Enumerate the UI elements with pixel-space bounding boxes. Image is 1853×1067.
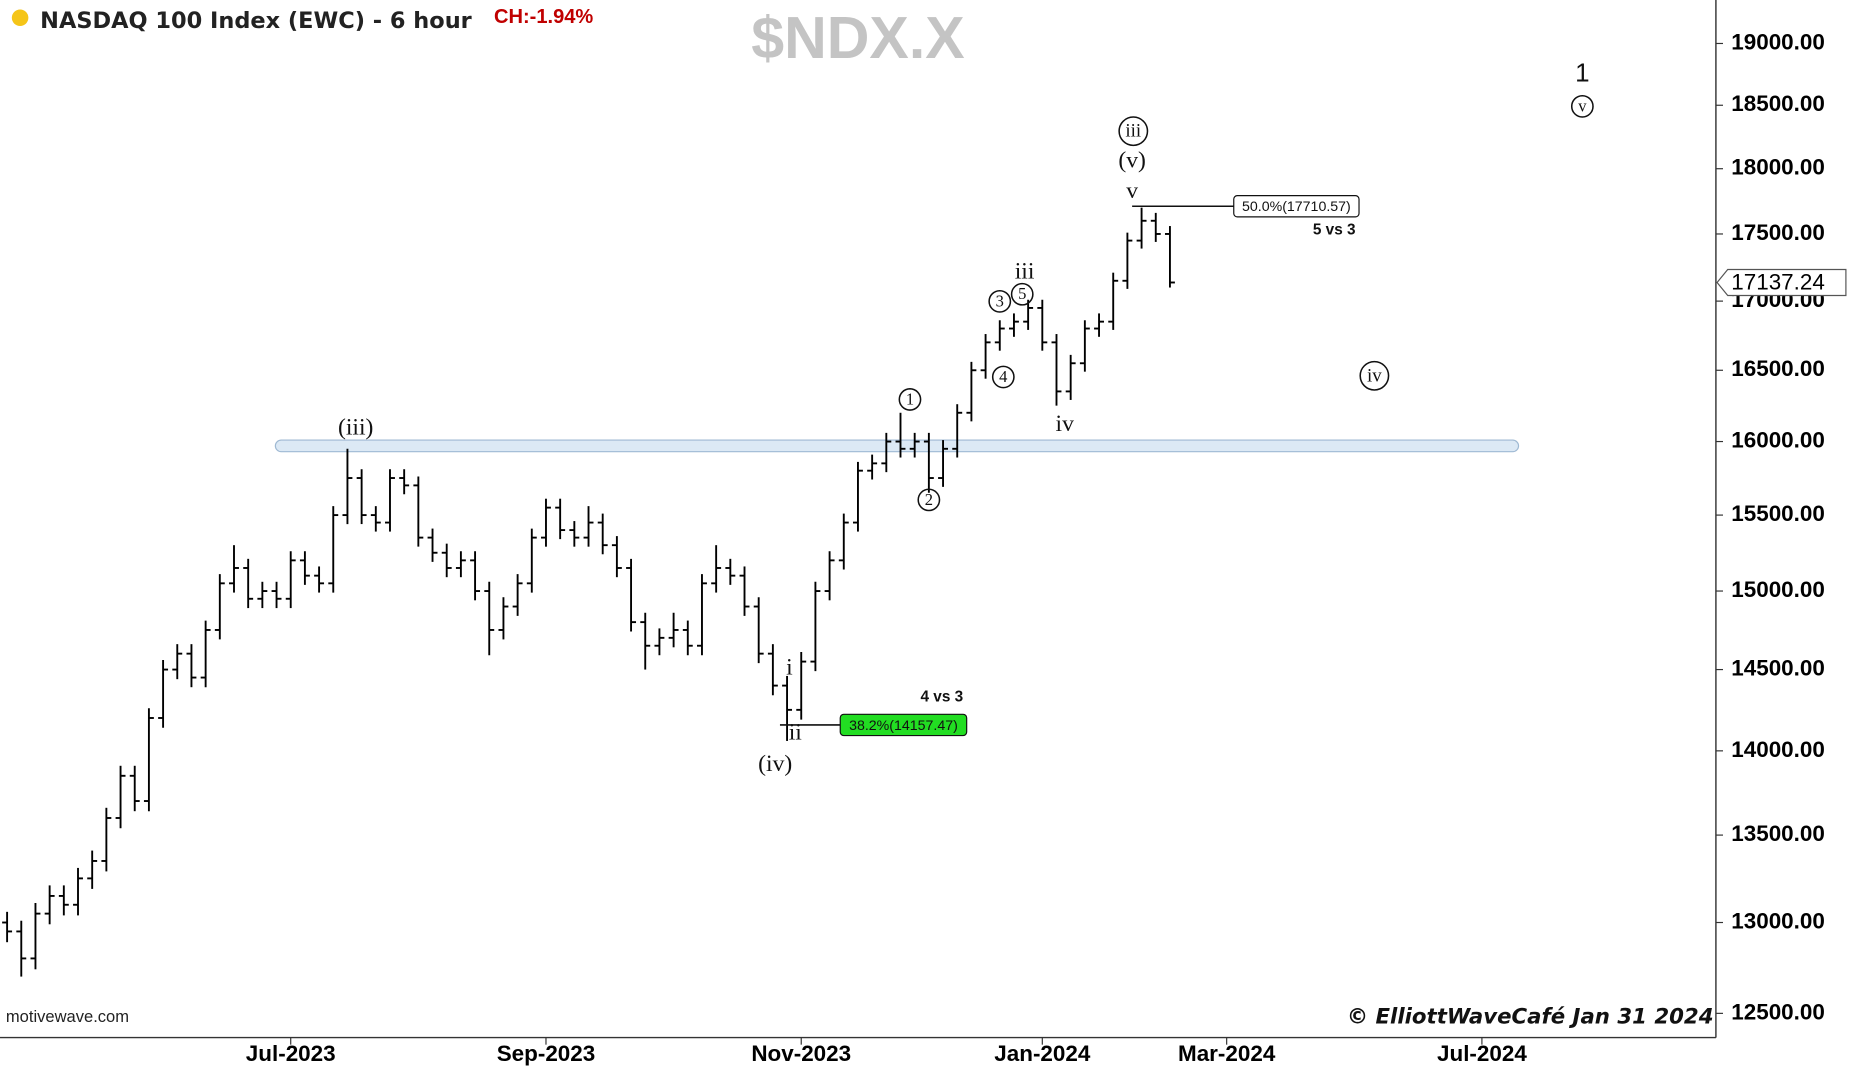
wave-label: iii — [1125, 121, 1141, 142]
y-tick-label: 16000.00 — [1731, 427, 1825, 452]
last-price-box — [1716, 268, 1847, 297]
y-tick-label: 13500.00 — [1731, 821, 1825, 846]
fib-box — [1233, 195, 1360, 218]
wave-label: (v) — [1118, 147, 1146, 173]
ratio-note: 4 vs 3 — [921, 688, 964, 705]
symbol-watermark: $NDX.X — [751, 5, 964, 71]
y-tick-label: 17500.00 — [1731, 220, 1825, 245]
x-tick-label: Jan-2024 — [994, 1041, 1091, 1066]
x-tick-label: Jul-2023 — [246, 1041, 336, 1066]
wave-label: 3 — [996, 291, 1004, 310]
wave-circle — [1010, 282, 1034, 306]
ratio-note: 5 vs 3 — [1313, 222, 1356, 239]
change-label: CH:-1.94% — [494, 6, 593, 28]
wave-label: iv — [1367, 365, 1382, 386]
credit-label: © ElliottWaveCafé Jan 31 2024 — [1347, 1004, 1714, 1029]
y-tick-label: 18500.00 — [1731, 91, 1825, 116]
x-tick-label: Mar-2024 — [1178, 1041, 1276, 1066]
wave-label: 1 — [906, 389, 914, 408]
wave-label: iii — [1015, 258, 1035, 284]
wave-circle — [898, 388, 922, 411]
wave-label: 4 — [999, 367, 1007, 386]
wave-label: i — [786, 654, 793, 680]
wave-label: (iv) — [758, 751, 792, 777]
y-tick-label: 15000.00 — [1731, 577, 1825, 602]
wave-circle — [917, 488, 941, 512]
last-price-label: 17137.24 — [1731, 270, 1825, 295]
y-tick-label: 14500.00 — [1731, 656, 1825, 681]
wave-circle — [1359, 360, 1390, 391]
wave-label: 5 — [1018, 284, 1026, 303]
wave-label: v — [1126, 178, 1138, 204]
wave-label: iv — [1056, 411, 1075, 437]
y-tick-label: 19000.00 — [1731, 29, 1825, 54]
wave-circle — [1118, 116, 1149, 147]
wave-label: (iii) — [338, 414, 373, 440]
y-tick-label: 15500.00 — [1731, 501, 1825, 526]
fib-box — [839, 713, 968, 737]
y-tick-label: 12500.00 — [1731, 999, 1825, 1024]
source-label: motivewave.com — [6, 1007, 129, 1026]
y-tick-label: 18000.00 — [1731, 155, 1825, 180]
status-dot — [11, 9, 29, 26]
wave-label: 2 — [925, 490, 933, 509]
fib-label: 38.2%(14157.47) — [849, 718, 958, 734]
x-tick-label: Jul-2024 — [1437, 1041, 1527, 1066]
x-tick-label: Sep-2023 — [497, 1041, 596, 1066]
wave-label: ii — [789, 719, 803, 745]
y-tick-label: 16500.00 — [1731, 356, 1825, 381]
y-tick-label: 13000.00 — [1731, 908, 1825, 933]
wave-circle — [991, 365, 1015, 389]
fib-label: 50.0%(17710.57) — [1242, 199, 1351, 215]
resistance-zone — [274, 439, 1520, 453]
wave-circle — [1570, 94, 1594, 118]
wave-label: 1 — [1575, 57, 1589, 87]
wave-label: v — [1578, 96, 1587, 115]
wave-circle — [988, 289, 1012, 313]
y-tick-label: 14000.00 — [1731, 737, 1825, 762]
x-tick-label: Nov-2023 — [751, 1041, 851, 1066]
chart-title: NASDAQ 100 Index (EWC) - 6 hour — [40, 8, 472, 34]
